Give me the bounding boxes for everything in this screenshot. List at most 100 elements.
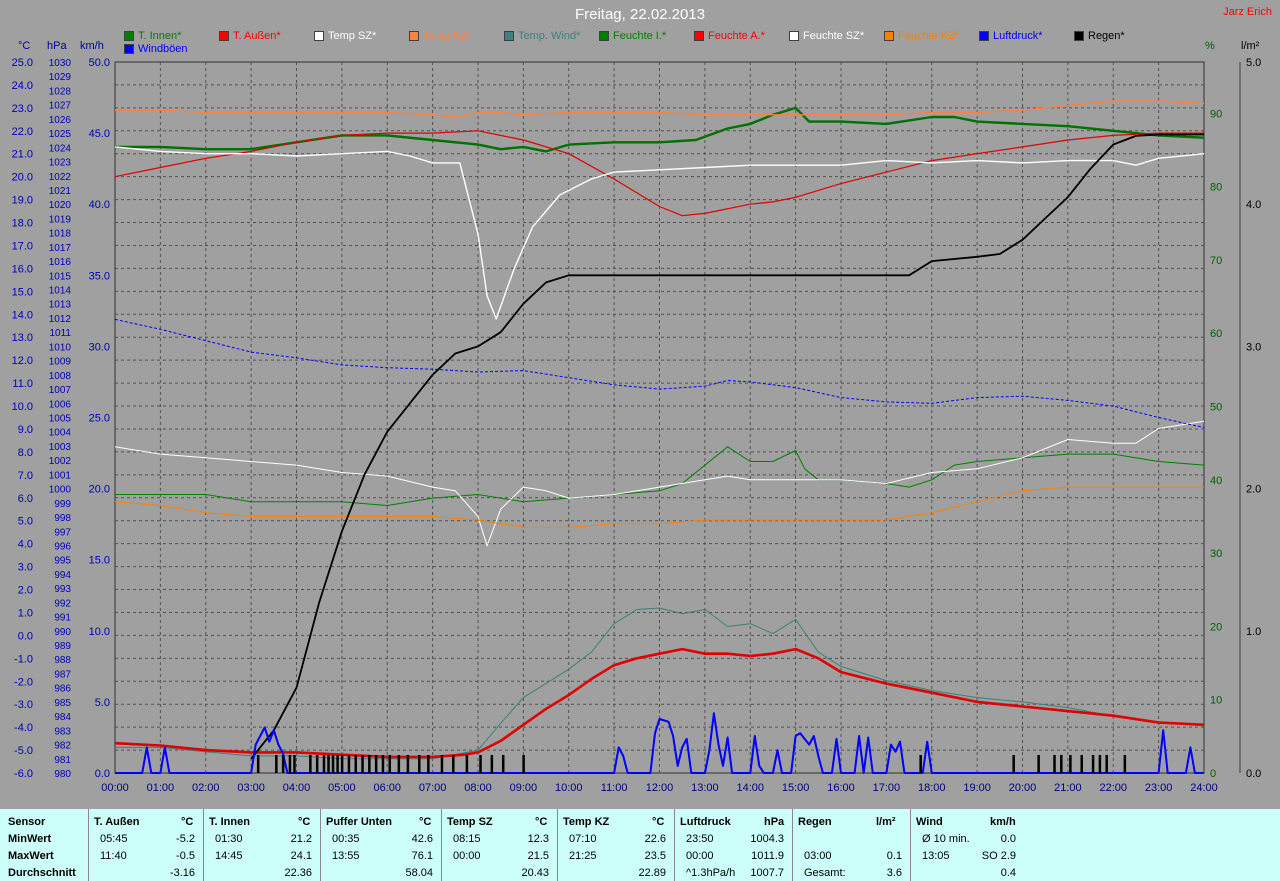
legend-label: T. Außen* [233, 30, 281, 42]
stats-header: Temp SZ [447, 816, 493, 828]
weather-chart: 00:00 01:00 02:00 03:00 04:00 05:00 06:00 07:00… [12, 57, 1262, 794]
pressure-tick-label: 983 [54, 726, 71, 737]
temp-tick-label: 23.0 [12, 103, 33, 115]
stats-time: ^1.3hPa/h [686, 867, 736, 879]
stats-row-label: Durchschnitt [8, 867, 76, 879]
temp-tick-label: 25.0 [12, 57, 33, 69]
stats-value: 20.43 [521, 867, 549, 879]
stats-divider [203, 809, 204, 881]
legend-label: Regen* [1088, 30, 1125, 42]
stats-header: Sensor [8, 816, 46, 828]
stats-time: 13:55 [332, 850, 360, 862]
rain-event-bar [1053, 755, 1056, 773]
temp-tick-label: 3.0 [18, 562, 33, 574]
rain-event-bar [327, 755, 330, 773]
x-tick-label: 06:00 [373, 782, 401, 794]
pressure-tick-label: 1000 [49, 485, 72, 496]
pressure-tick-label: 1011 [49, 328, 71, 339]
legend-item: Temp KZ* [409, 30, 471, 42]
rain-tick-label: 2.0 [1246, 484, 1261, 496]
x-tick-label: 09:00 [510, 782, 538, 794]
temp-tick-label: 18.0 [12, 218, 33, 230]
temp-tick-label: -2.0 [14, 676, 33, 688]
temp-tick-label: 22.0 [12, 126, 33, 138]
stats-unit: °C [298, 816, 311, 828]
rain-tick-label: 1.0 [1246, 626, 1261, 638]
stats-time: 13:05 [922, 850, 950, 862]
x-tick-label: 18:00 [918, 782, 946, 794]
pressure-tick-label: 982 [54, 741, 71, 752]
wind-tick-label: 25.0 [89, 413, 110, 425]
stats-time: 23:50 [686, 833, 714, 845]
pressure-tick-label: 1022 [49, 172, 72, 183]
legend-item: T. Außen* [219, 30, 281, 42]
stats-unit: °C [181, 816, 194, 828]
pressure-tick-label: 1001 [49, 470, 72, 481]
rain-event-bar [288, 755, 292, 773]
stats-value: 1011.9 [751, 850, 784, 862]
rain-event-bar [1060, 755, 1063, 773]
x-tick-label: 10:00 [555, 782, 583, 794]
x-tick-label: 05:00 [328, 782, 356, 794]
rain-event-bar [418, 755, 421, 773]
pressure-tick-label: 1002 [49, 456, 72, 467]
x-tick-label: 20:00 [1009, 782, 1037, 794]
pressure-axis-unit: hPa [47, 40, 67, 52]
pressure-tick-label: 986 [54, 684, 71, 695]
humidity-tick-label: 90 [1210, 108, 1222, 120]
temp-tick-label: -5.0 [14, 745, 33, 757]
rain-event-bar [1091, 755, 1095, 773]
stats-time: 00:00 [686, 850, 714, 862]
series-line [114, 647, 1205, 759]
series-line [115, 100, 1205, 118]
stats-unit: hPa [764, 816, 785, 828]
stats-time: 01:30 [215, 833, 243, 845]
legend-item: Temp SZ* [314, 30, 376, 42]
legend-label: Temp SZ* [328, 30, 377, 42]
wind-tick-label: 30.0 [89, 341, 110, 353]
temp-tick-label: -3.0 [14, 699, 33, 711]
x-tick-label: 02:00 [192, 782, 220, 794]
pressure-tick-label: 1024 [49, 143, 72, 154]
stats-time: 11:40 [100, 850, 127, 862]
humidity-tick-label: 80 [1210, 182, 1222, 194]
stats-value: 58.04 [405, 867, 433, 879]
rain-event-bar [368, 755, 371, 773]
stats-unit: °C [652, 816, 665, 828]
rain-event-bar [479, 755, 482, 773]
legend-swatch [979, 31, 989, 41]
temp-tick-label: 20.0 [12, 172, 33, 184]
pressure-tick-label: 1017 [49, 243, 72, 254]
stats-divider [88, 809, 89, 881]
rain-event-bar [427, 755, 430, 773]
series-line [250, 133, 1204, 760]
temp-tick-label: 11.0 [12, 378, 33, 390]
temp-tick-label: -6.0 [14, 768, 33, 780]
series [114, 100, 1205, 774]
legend-label: Temp. Wind* [518, 30, 581, 42]
rain-event-bar [1037, 755, 1040, 773]
legend-item: Feuchte A.* [694, 30, 765, 42]
x-tick-label: 22:00 [1099, 782, 1127, 794]
stats-row-label: MaxWert [8, 850, 54, 862]
stats-value: 1007.7 [750, 867, 784, 879]
stats-value: 23.5 [644, 850, 666, 862]
pressure-tick-label: 1029 [49, 72, 72, 83]
rain-event-bar [452, 755, 455, 773]
temp-tick-label: 9.0 [18, 424, 33, 436]
rain-event-bar [293, 755, 296, 773]
rain-event-bar [256, 755, 260, 773]
axes: 00:00 01:00 02:00 03:00 04:00 05:00 06:00 07:00… [12, 57, 1262, 794]
rain-event-bar [374, 755, 378, 773]
stats-value: 0.4 [1000, 867, 1016, 879]
rain-event-bar [331, 755, 335, 773]
legend-item: Feuchte SZ* [789, 30, 864, 42]
pressure-tick-label: 1004 [49, 428, 72, 439]
pressure-tick-label: 1026 [49, 115, 72, 126]
x-tick-label: 21:00 [1054, 782, 1082, 794]
wind-tick-label: 50.0 [89, 57, 110, 69]
wind-tick-label: 5.0 [95, 697, 110, 709]
stats-value: 21.5 [527, 850, 549, 862]
stats-header: Temp KZ [563, 816, 610, 828]
pressure-tick-label: 1015 [49, 271, 72, 282]
